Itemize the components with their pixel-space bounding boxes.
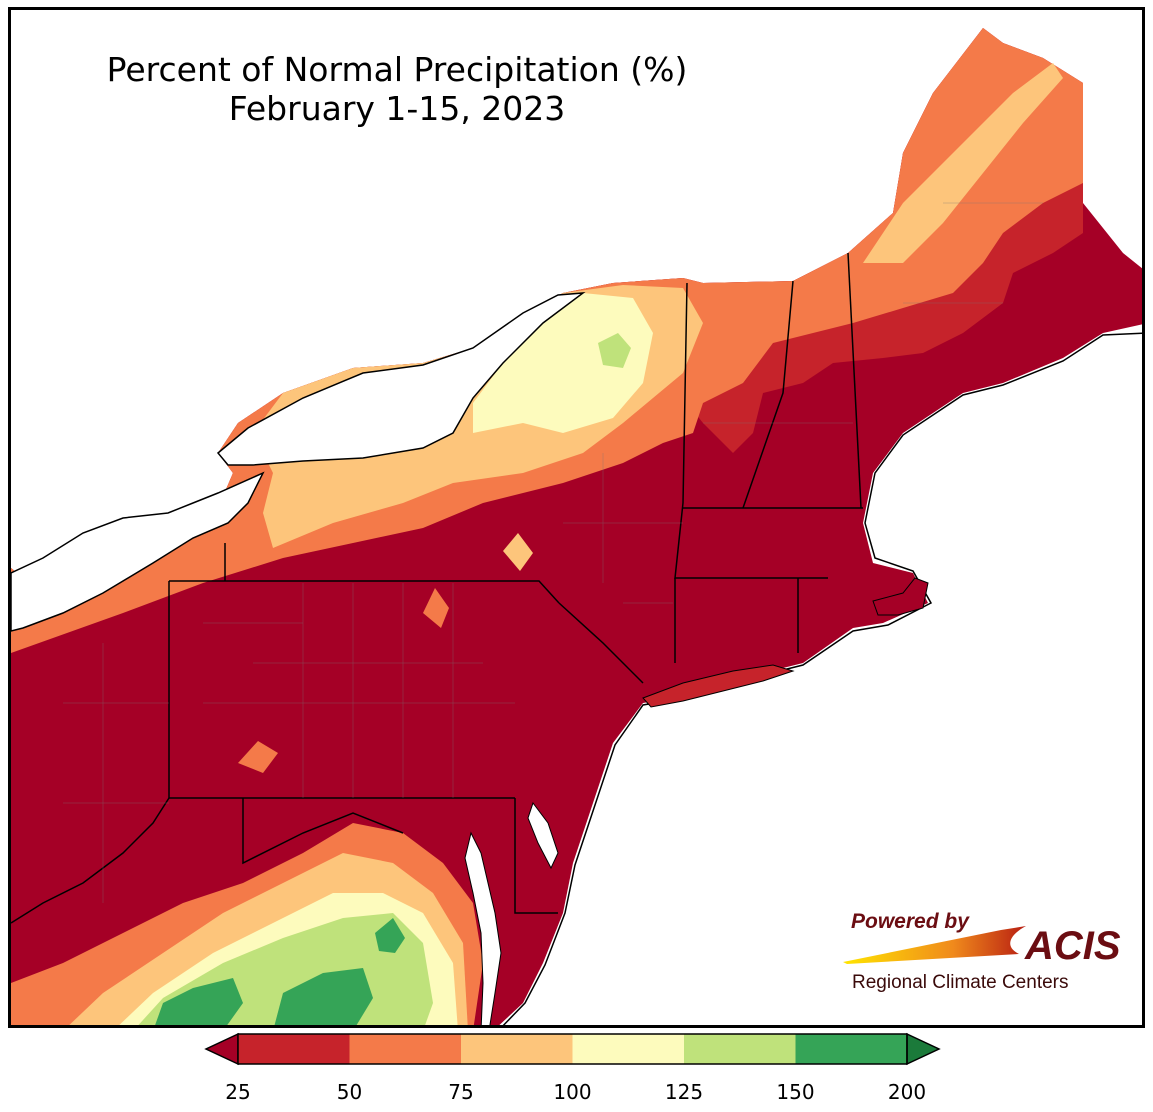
zone-150-200-south-3 (375, 918, 405, 953)
legend-tick-25: 25 (225, 1080, 251, 1104)
zone-150-200-south-2 (274, 968, 373, 1025)
legend-bin-125-150 (684, 1034, 796, 1064)
map-frame: Percent of Normal Precipitation (%) Febr… (8, 7, 1145, 1028)
county-outlines (63, 202, 1043, 903)
zone-150-200-south-1 (155, 978, 243, 1025)
legend-bin-75-100 (461, 1034, 573, 1064)
atlantic-ocean (502, 332, 1142, 1025)
zone-75-100-ny-patch (503, 533, 533, 571)
legend-tick-200: 200 (887, 1080, 927, 1104)
chesapeake-bay (464, 831, 502, 1025)
map-title: Percent of Normal Precipitation (%) (106, 50, 688, 89)
legend-tick-75: 75 (448, 1080, 474, 1104)
zone-50-75-pa-south-patch (238, 741, 278, 773)
acis-powered-by: Powered by (851, 910, 969, 933)
legend-tick-150: 150 (776, 1080, 815, 1104)
legend-bins (238, 1034, 908, 1064)
precipitation-map (11, 28, 1142, 1025)
legend-bin-100-125 (572, 1034, 685, 1064)
long-island (642, 664, 795, 708)
legend-bin-25-50 (238, 1034, 350, 1064)
acis-logo: Powered by ACIS Regional Climate Centers (841, 910, 1121, 1000)
delaware-bay (527, 801, 559, 870)
legend-arrow-high (906, 1032, 941, 1066)
zone-50-75-pa-patch (423, 588, 449, 628)
legend-bin-50-75 (349, 1034, 462, 1064)
zone-100-125-ny (473, 293, 653, 433)
state-borders (11, 252, 863, 924)
acis-swoosh-icon (843, 926, 1026, 964)
map-subtitle: February 1-15, 2023 (228, 89, 566, 128)
zone-75-100-maine (863, 63, 1063, 263)
legend-colorbar (204, 1032, 941, 1066)
cape-cod (872, 577, 929, 616)
legend-tick-125: 125 (664, 1080, 704, 1104)
legend-tick-100: 100 (553, 1080, 592, 1104)
acis-name: ACIS (1025, 924, 1121, 968)
zone-125-150-ny (598, 333, 631, 368)
legend-arrow-low (204, 1032, 239, 1066)
legend-tick-50: 50 (336, 1080, 363, 1104)
legend-frame (237, 1033, 908, 1065)
lake-erie (11, 471, 265, 632)
acis-subtitle: Regional Climate Centers (852, 972, 1069, 993)
lake-ontario (216, 292, 586, 466)
legend-bin-150-200 (795, 1034, 908, 1064)
